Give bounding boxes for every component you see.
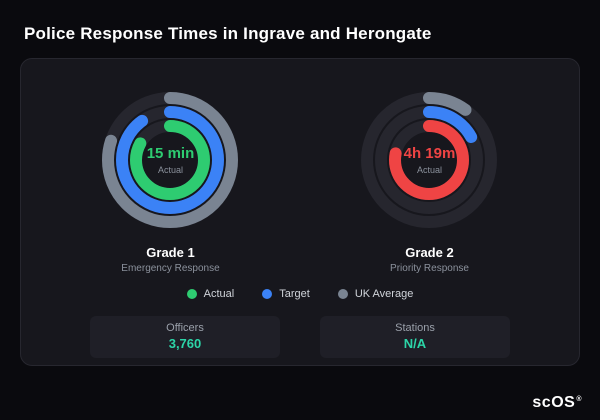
gauge-chart-grade-1[interactable]: 15 min Actual [95,85,245,235]
ring-actual [130,120,211,200]
gauge-grade-2: 4h 19m Actual Grade 2 Priority Response [310,85,548,274]
stats-row: Officers 3,760 Stations N/A [41,316,559,358]
ring-actual [389,120,470,200]
gauge-grade-1: 15 min Actual Grade 1 Emergency Response [51,85,289,274]
stat-value: N/A [403,336,427,351]
gauge-chart-grade-2[interactable]: 4h 19m Actual [354,85,504,235]
response-times-card: 15 min Actual Grade 1 Emergency Response… [20,58,580,366]
gauge-rings-svg [361,92,498,228]
stat-officers: Officers 3,760 [90,316,280,358]
legend-item-target[interactable]: Target [262,288,310,300]
legend-dot-target [262,289,273,299]
grade-subtitle: Priority Response [390,263,469,274]
stat-label: Stations [395,322,435,334]
legend-label: Target [279,288,310,300]
ring-uk-average [102,92,239,228]
ring-uk-average [361,92,498,228]
gauges-row: 15 min Actual Grade 1 Emergency Response… [41,85,559,274]
grade-subtitle: Emergency Response [121,263,220,274]
legend: Actual Target UK Average [41,288,559,300]
brand-logo: scOS® [532,394,582,412]
stat-stations: Stations N/A [320,316,510,358]
legend-label: UK Average [354,288,414,300]
legend-label: Actual [203,288,235,300]
stat-value: 3,760 [168,336,202,351]
brand-text: scOS [532,394,576,411]
gauge-rings-svg [102,92,239,228]
registered-mark: ® [576,395,582,403]
grade-title: Grade 1 [146,245,195,260]
legend-dot-uk-average [337,289,348,299]
ring-target [375,106,484,214]
legend-item-actual[interactable]: Actual [186,288,235,300]
legend-item-uk-average[interactable]: UK Average [337,288,414,300]
grade-title: Grade 2 [405,245,454,260]
legend-dot-actual [186,289,197,299]
ring-target [116,106,225,214]
page-title: Police Response Times in Ingrave and Her… [24,24,432,43]
page: Police Response Times in Ingrave and Her… [20,24,582,411]
stat-label: Officers [166,322,204,334]
